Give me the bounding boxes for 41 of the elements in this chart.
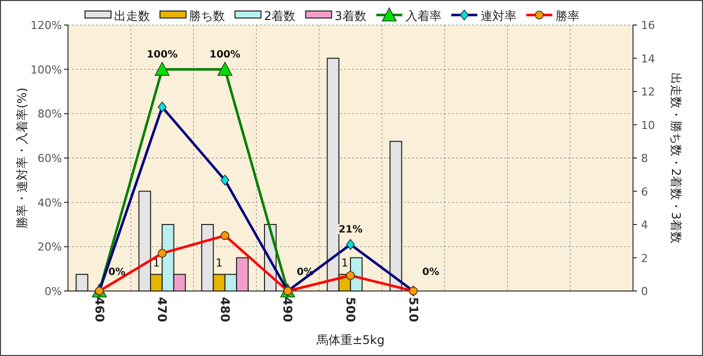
y-tick-label: 120%: [30, 19, 62, 32]
y2-axis-title: 出走数・勝ち数・2着数・3着数: [669, 72, 683, 244]
y2-tick-label: 4: [641, 218, 648, 232]
data-label: 1: [216, 256, 223, 270]
data-label: 0%: [108, 267, 126, 278]
legend-label: 3着数: [334, 9, 366, 23]
y-tick-label: 0%: [44, 285, 62, 298]
data-label: 1: [341, 256, 348, 270]
legend-label: 2着数: [264, 9, 296, 23]
data-label: 100%: [209, 49, 240, 60]
x-tick-label: 490: [280, 297, 295, 322]
y-tick-label: 80%: [38, 108, 62, 121]
x-tick-label: 470: [155, 297, 170, 322]
x-axis-title: 馬体重±5kg: [315, 333, 385, 347]
legend-label: 勝ち数: [189, 9, 225, 23]
y2-tick-label: 14: [641, 52, 655, 66]
data-label: 100%: [146, 49, 178, 60]
y-tick-label: 60%: [38, 152, 62, 165]
bar: [390, 140, 402, 292]
x-tick-label: 500: [344, 297, 358, 322]
y2-tick-label: 12: [641, 86, 655, 98]
legend-label: 勝率: [555, 9, 580, 23]
y2-tick-label: 16: [641, 19, 655, 32]
data-label: 0%: [422, 267, 440, 278]
y-axis-title: 勝率・連対率・入着率(%): [15, 88, 29, 228]
bar: [76, 274, 88, 292]
legend-label: 連対率: [480, 9, 516, 23]
y2-tick-label: 10: [641, 118, 655, 132]
legend-label: 出走数: [114, 9, 150, 23]
y-tick-label: 40%: [38, 196, 62, 210]
y2-tick-label: 2: [641, 252, 648, 265]
x-tick-label: 480: [218, 297, 232, 322]
y-tick-label: 20%: [38, 240, 62, 254]
legend-label: 入着率: [405, 9, 442, 23]
y2-tick-label: 0: [641, 285, 648, 298]
y2-tick-label: 6: [641, 185, 648, 198]
x-tick-label: 460: [92, 297, 106, 322]
y-tick-label: 100%: [30, 63, 62, 76]
data-label: 1: [152, 256, 160, 270]
y2-tick-label: 8: [641, 152, 648, 165]
x-tick-label: 510: [406, 297, 420, 322]
